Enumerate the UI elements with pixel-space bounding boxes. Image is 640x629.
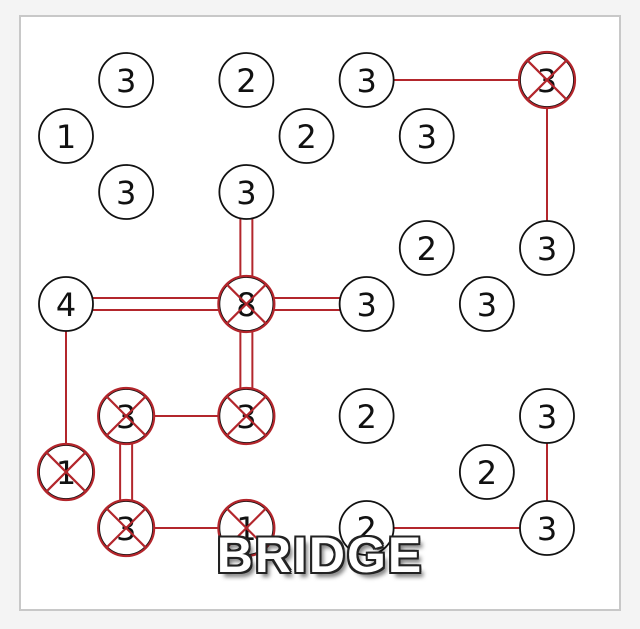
island-label: 2: [356, 398, 376, 436]
island-label: 2: [477, 454, 497, 492]
island-circle: [338, 52, 395, 108]
island-label: 3: [356, 62, 376, 100]
island-circle: [338, 388, 395, 444]
completed-ring: [97, 386, 156, 446]
cross-mark: [225, 283, 267, 325]
island-node[interactable]: 2: [338, 388, 395, 444]
island-label: 3: [116, 174, 136, 212]
island-label: 1: [56, 118, 76, 156]
island-label: 2: [356, 510, 376, 548]
island-node[interactable]: 3: [458, 276, 515, 332]
island-node[interactable]: 2: [398, 220, 455, 276]
island-node[interactable]: 3: [519, 388, 575, 444]
island-node[interactable]: 4: [38, 276, 94, 332]
completed-ring: [217, 274, 276, 334]
island-node[interactable]: 3: [218, 164, 275, 220]
completed-ring: [97, 498, 156, 558]
island-label: 2: [236, 62, 256, 100]
island-node[interactable]: 2: [218, 52, 275, 108]
island-circle: [338, 500, 395, 556]
island-circle: [458, 444, 515, 500]
island-label: 2: [417, 230, 437, 268]
video-caption: BRIDGE: [216, 527, 424, 583]
island-label: 3: [537, 510, 557, 548]
island-circle: [338, 276, 395, 332]
cross-mark: [225, 507, 267, 549]
island-node[interactable]: 3: [338, 52, 395, 108]
island-node[interactable]: 3: [98, 164, 155, 220]
island-label: 3: [417, 118, 437, 156]
completed-ring: [517, 50, 577, 110]
island-node[interactable]: 2: [458, 444, 515, 500]
cross-mark: [225, 395, 267, 437]
island-label: 3: [356, 286, 376, 324]
island-node[interactable]: 3: [398, 108, 455, 164]
island-circle: [218, 52, 275, 108]
island-circle: [398, 220, 455, 276]
cross-mark: [45, 451, 87, 493]
island-node[interactable]: 3: [338, 276, 395, 332]
island-node[interactable]: 3: [519, 500, 575, 556]
island-circle: [398, 108, 455, 164]
completed-ring: [217, 386, 276, 446]
island-circle: [98, 52, 155, 108]
cross-mark: [105, 507, 147, 549]
island-label: 2: [296, 118, 316, 156]
island-label: 3: [116, 62, 136, 100]
completed-ring: [36, 442, 96, 502]
island-circle: [218, 164, 275, 220]
island-circle: [38, 108, 94, 164]
island-label: 3: [537, 398, 557, 436]
island-circle: [519, 500, 575, 556]
island-node[interactable]: 3: [98, 52, 155, 108]
island-node[interactable]: 1: [38, 108, 94, 164]
island-node[interactable]: 2: [278, 108, 335, 164]
island-node[interactable]: 3: [519, 220, 575, 276]
island-label: 3: [477, 286, 497, 324]
completed-ring: [217, 498, 276, 558]
island-circle: [519, 388, 575, 444]
island-circle: [458, 276, 515, 332]
island-circle: [98, 164, 155, 220]
island-circle: [278, 108, 335, 164]
island-circle: [38, 276, 94, 332]
island-label: 3: [236, 174, 256, 212]
cross-mark: [526, 59, 568, 101]
island-label: 4: [56, 286, 76, 324]
cross-marks-layer: [36, 50, 577, 558]
island-circle: [519, 220, 575, 276]
island-node[interactable]: 2: [338, 500, 395, 556]
island-label: 3: [537, 230, 557, 268]
cross-mark: [105, 395, 147, 437]
